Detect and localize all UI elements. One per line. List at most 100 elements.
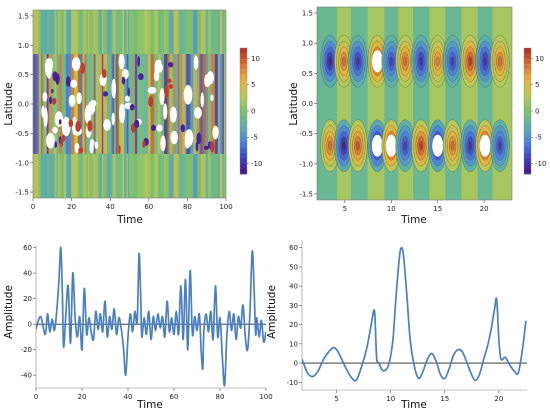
line-d-ytick-label: 40 [289,283,298,291]
heatmap-a-band-stripe [38,54,42,154]
line-c-ticks: 0 20 40 60 80 100 -40 -20 0 20 40 60 [21,244,273,401]
heatmap-a-colorbar-segment [240,63,247,70]
heatmap-a-saturated-patch [147,86,157,94]
heatmap-b-colorbar-segment [524,95,531,101]
heatmap-b-xtick-label: 5 [343,205,347,213]
heatmap-a-saturated-patch [160,135,166,152]
heatmap-b-colorbar-tick-label: 5 [535,81,539,89]
heatmap-a-extreme-cell [51,89,54,94]
line-c-ytick-label: -40 [21,372,32,380]
heatmap-a-xtick-label: 0 [31,203,35,211]
line-d-plot [302,246,527,382]
heatmap-a-colorbar-segment [240,74,247,80]
heatmap-a-colorbar-segment [240,95,247,101]
heatmap-a-extreme-cell [49,96,53,105]
heatmap-a-xtick-label: 100 [219,203,232,211]
line-d-ytick-label: 0 [294,360,298,368]
line-d-ytick-label: -10 [287,379,298,387]
heatmap-b-ylabel: Latitude [288,82,300,125]
heatmap-a-saturated-patch [89,139,95,146]
heatmap-a-band-stripe [44,54,47,154]
heatmap-a-colorbar-segment [240,111,247,117]
heatmap-a-band-stripe [112,54,115,154]
heatmap-a-band-stripe [211,54,216,154]
heatmap-b-saturated-patch [479,134,491,157]
heatmap-b-colorbar-segment [524,105,531,112]
heatmap-b-ytick-label: -1.5 [299,190,313,198]
heatmap-a-band-stripe [218,54,220,154]
line-c-series-line [36,246,266,387]
heatmap-a-band-stripe [214,54,219,154]
heatmap-a-ticks: 0 20 40 60 80 100 -1.5 -1.0 -0.5 0.0 0.5 1.0 1.5 [15,12,232,211]
heatmap-a-saturated-patch [169,106,177,123]
heatmap-a-extreme-cell [118,145,121,154]
heatmap-a-xtick-label: 80 [183,203,192,211]
heatmap-a-saturated-patch [74,142,80,154]
heatmap-b-ticks: 5 10 15 20 -1.5 -1.0 -0.5 0.0 0.5 1.0 1.5 [299,10,488,213]
heatmap-a-band-stripe [177,54,180,154]
heatmap-a-saturated-patch [76,92,82,105]
heatmap-a-band-stripe [154,54,158,154]
heatmap-a-band-stripe [157,54,162,154]
heatmap-a-extreme-cell [55,73,60,85]
heatmap-b-colorbar-segment [524,111,531,117]
heatmap-a-saturated-patch [193,55,199,70]
heatmap-a-extreme-cell [121,76,126,85]
heatmap-a-band-stripe [140,54,145,154]
heatmap-a-saturated-patch [170,130,178,145]
line-d-ytick-label: 60 [289,244,298,252]
heatmap-a-band-stripe [199,54,201,154]
line-c-ytick-label: 20 [23,295,32,303]
heatmap-a-saturated-patch [54,111,64,128]
heatmap-a-band-stripe [167,54,170,154]
heatmap-b-colorbar-tick-label: 10 [535,55,544,63]
heatmap-a-colorbar-segment [240,158,247,164]
heatmap-b-xtick-label: 10 [387,205,396,213]
heatmap-a-colorbar-segment [240,147,247,154]
heatmap-a-saturated-patch [163,103,168,120]
heatmap-b-north-cell [403,56,408,67]
heatmap-a-band-stripe [169,54,173,154]
heatmap-a-ytick-label: -1.5 [15,189,29,197]
heatmap-a-band-stripe [46,54,49,154]
heatmap-a-extreme-cell [129,104,135,111]
heatmap-a-colorbar-segment [240,142,247,149]
heatmap-a-band-stripe [191,54,194,154]
heatmap-b-ytick-label: -1.0 [299,160,313,168]
heatmap-a-colorbar-tick-label: 0 [251,107,255,115]
heatmap-b-colorbar-segment [524,90,531,96]
heatmap-a-extreme-cell [59,138,63,147]
heatmap-panel-b: 5 10 15 20 -1.5 -1.0 -0.5 0.0 0.5 1.0 1.5 Time Lat… [288,6,546,226]
heatmap-a-saturated-patch [44,58,53,77]
heatmap-a-saturated-patch [68,94,76,107]
heatmap-a-band-stripe [95,54,99,154]
heatmap-a-band-stripe [74,54,79,154]
heatmap-a-extreme-cell [127,87,130,97]
heatmap-a-colorbar: 10 5 0 -5 -10 [239,47,262,175]
heatmap-a-band-stripe [116,54,120,154]
heatmap-a-saturated-patch [111,78,117,99]
heatmap-a-band-stripe [54,54,57,154]
heatmap-a-colorbar-segment [240,84,247,91]
heatmap-b-cells [320,35,510,172]
heatmap-a-saturated-patch [119,103,126,124]
line-c-xtick-label: 80 [216,393,225,401]
heatmap-b-north-cell [483,56,487,67]
heatmap-panel-a: 0 20 40 60 80 100-1.5-1.0-0.50.00.51.01.5 Tim… [3,9,262,226]
line-c-xlabel: Time [136,399,163,411]
heatmap-b-colorbar-segment [524,168,531,175]
heatmap-a-band-stripe [42,54,46,154]
heatmap-b-ytick-label: 1.5 [302,10,313,18]
heatmap-b-colorbar-segment [524,58,531,65]
heatmap-a-extreme-cell [195,141,199,152]
heatmap-a-extreme-cell [210,140,215,153]
heatmap-b-xtick-label: 15 [433,205,442,213]
heatmap-a-colorbar-tick-label: -10 [251,160,262,168]
line-c-xtick-label: 100 [259,393,272,401]
heatmap-a-colorbar-segment [240,132,247,138]
heatmap-a-saturated-patch [111,112,115,126]
heatmap-a-extreme-cell [167,61,174,68]
heatmap-a-colorbar-segment [240,137,247,143]
heatmap-a-extreme-cell [180,124,186,133]
heatmap-a-band-stripe [84,54,87,154]
